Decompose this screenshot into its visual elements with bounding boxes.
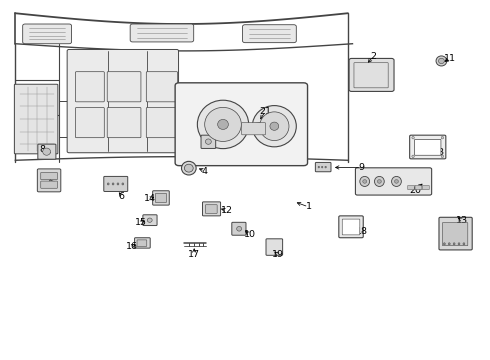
FancyBboxPatch shape xyxy=(135,238,150,248)
Ellipse shape xyxy=(197,100,248,149)
FancyBboxPatch shape xyxy=(23,24,72,44)
Ellipse shape xyxy=(237,226,242,231)
Text: 16: 16 xyxy=(125,242,138,251)
Ellipse shape xyxy=(360,176,369,186)
FancyBboxPatch shape xyxy=(175,83,308,166)
Ellipse shape xyxy=(453,243,455,245)
FancyBboxPatch shape xyxy=(349,58,394,91)
FancyBboxPatch shape xyxy=(107,72,141,102)
Ellipse shape xyxy=(394,180,398,183)
Ellipse shape xyxy=(439,58,444,64)
Ellipse shape xyxy=(321,166,323,168)
FancyBboxPatch shape xyxy=(201,135,216,148)
Ellipse shape xyxy=(205,139,211,144)
Ellipse shape xyxy=(448,243,450,245)
Text: 20: 20 xyxy=(409,185,421,194)
Text: 9: 9 xyxy=(358,163,364,172)
Text: 13: 13 xyxy=(456,216,468,225)
Ellipse shape xyxy=(117,183,119,185)
FancyBboxPatch shape xyxy=(408,185,415,190)
Ellipse shape xyxy=(374,176,384,186)
Ellipse shape xyxy=(441,136,443,139)
Text: 15: 15 xyxy=(135,218,147,227)
Ellipse shape xyxy=(392,176,401,186)
Text: 3: 3 xyxy=(438,148,443,157)
Ellipse shape xyxy=(443,243,445,245)
Polygon shape xyxy=(248,122,269,129)
FancyBboxPatch shape xyxy=(232,222,246,235)
Text: 6: 6 xyxy=(119,192,125,201)
Text: 7: 7 xyxy=(46,178,51,187)
FancyBboxPatch shape xyxy=(442,223,468,246)
FancyBboxPatch shape xyxy=(37,169,61,192)
Ellipse shape xyxy=(412,136,415,139)
FancyBboxPatch shape xyxy=(316,162,331,172)
Text: 18: 18 xyxy=(356,228,368,237)
Ellipse shape xyxy=(218,120,228,130)
Ellipse shape xyxy=(184,164,193,172)
Ellipse shape xyxy=(43,148,50,155)
FancyBboxPatch shape xyxy=(342,219,360,235)
Ellipse shape xyxy=(436,56,447,66)
FancyBboxPatch shape xyxy=(67,49,178,153)
Ellipse shape xyxy=(252,105,296,147)
Text: 21: 21 xyxy=(260,107,271,116)
FancyBboxPatch shape xyxy=(153,191,169,205)
Text: 12: 12 xyxy=(220,206,232,215)
FancyBboxPatch shape xyxy=(156,193,166,203)
Ellipse shape xyxy=(205,107,242,141)
FancyBboxPatch shape xyxy=(415,185,422,190)
Ellipse shape xyxy=(147,218,152,222)
FancyBboxPatch shape xyxy=(104,176,128,192)
FancyBboxPatch shape xyxy=(14,84,58,154)
Text: 8: 8 xyxy=(39,145,45,154)
Ellipse shape xyxy=(441,155,443,158)
Text: 10: 10 xyxy=(244,230,256,239)
Text: 11: 11 xyxy=(444,54,456,63)
Ellipse shape xyxy=(363,180,367,183)
Ellipse shape xyxy=(122,183,124,185)
Ellipse shape xyxy=(181,161,196,175)
Text: 17: 17 xyxy=(188,250,200,259)
Text: 19: 19 xyxy=(272,250,284,259)
FancyBboxPatch shape xyxy=(439,217,472,250)
FancyBboxPatch shape xyxy=(415,139,441,155)
Ellipse shape xyxy=(107,183,109,185)
Ellipse shape xyxy=(412,155,415,158)
Ellipse shape xyxy=(318,166,319,168)
FancyBboxPatch shape xyxy=(137,240,147,246)
FancyBboxPatch shape xyxy=(422,185,429,190)
FancyBboxPatch shape xyxy=(38,144,56,159)
FancyBboxPatch shape xyxy=(339,216,363,238)
FancyBboxPatch shape xyxy=(143,215,157,226)
FancyBboxPatch shape xyxy=(75,108,104,138)
Text: 14: 14 xyxy=(144,194,156,203)
FancyBboxPatch shape xyxy=(242,123,266,135)
FancyBboxPatch shape xyxy=(355,168,432,195)
Ellipse shape xyxy=(270,122,279,130)
Ellipse shape xyxy=(325,166,326,168)
Ellipse shape xyxy=(458,243,460,245)
FancyBboxPatch shape xyxy=(147,108,177,138)
Text: 5: 5 xyxy=(223,133,229,142)
FancyBboxPatch shape xyxy=(410,135,446,159)
FancyBboxPatch shape xyxy=(202,202,220,216)
FancyBboxPatch shape xyxy=(130,24,194,42)
FancyBboxPatch shape xyxy=(41,172,57,180)
FancyBboxPatch shape xyxy=(147,72,177,102)
Ellipse shape xyxy=(260,112,289,140)
Text: 2: 2 xyxy=(370,52,376,61)
Ellipse shape xyxy=(112,183,114,185)
Ellipse shape xyxy=(463,243,465,245)
Ellipse shape xyxy=(377,180,381,183)
Text: 4: 4 xyxy=(202,167,208,176)
FancyBboxPatch shape xyxy=(205,205,217,213)
FancyBboxPatch shape xyxy=(41,181,57,188)
FancyBboxPatch shape xyxy=(266,239,283,255)
FancyBboxPatch shape xyxy=(243,25,296,42)
FancyBboxPatch shape xyxy=(75,72,104,102)
Text: 1: 1 xyxy=(306,202,312,211)
FancyBboxPatch shape xyxy=(107,108,141,138)
